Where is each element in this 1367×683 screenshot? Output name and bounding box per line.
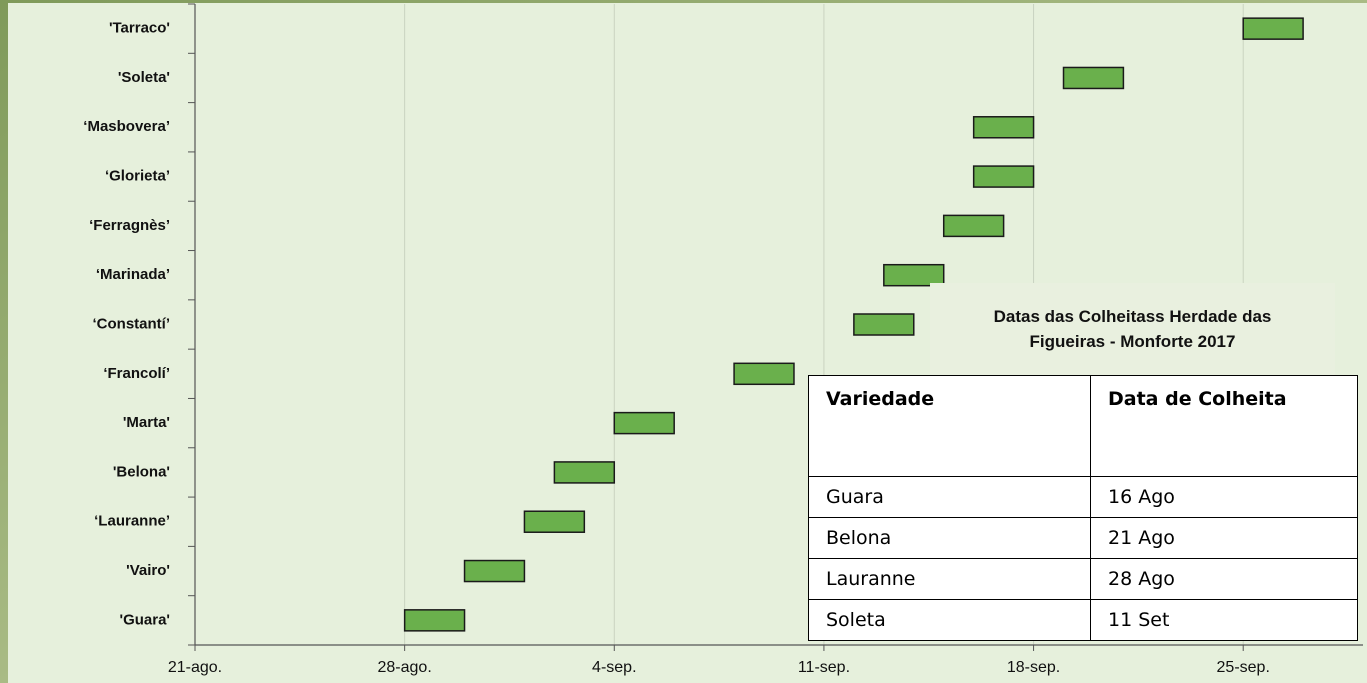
cell: 28 Ago (1090, 558, 1358, 600)
y-tick-label: 'Belona' (113, 463, 170, 480)
y-tick-label: ‘Lauranne’ (94, 513, 170, 530)
cell: Belona (808, 517, 1091, 559)
y-tick-label: 'Soleta' (118, 69, 170, 86)
cell: 16 Ago (1090, 476, 1358, 518)
bar (1062, 66, 1125, 90)
y-tick-label: 'Marta' (123, 414, 170, 431)
y-tick-label: ‘Glorieta’ (105, 168, 170, 185)
cell: 21 Ago (1090, 517, 1358, 559)
cell: Soleta (808, 599, 1091, 641)
x-tick-label: 28-ago. (378, 659, 432, 676)
x-tick-label: 25-sep. (1217, 659, 1270, 676)
y-tick-label: ‘Constantí’ (93, 315, 171, 332)
bar (972, 116, 1035, 139)
bar (733, 362, 795, 386)
y-tick-label: ‘Ferragnès’ (89, 217, 170, 234)
bar (403, 609, 466, 632)
table-title: Datas das Colheitass Herdade das Figueir… (930, 283, 1335, 375)
bar (553, 461, 616, 484)
y-tick-label: ‘Masbovera’ (83, 118, 170, 135)
cell: Guara (808, 476, 1091, 518)
bar (463, 559, 526, 583)
bar (853, 313, 915, 336)
y-tick-label: 'Tarraco' (109, 20, 170, 37)
y-tick-label: ‘Marinada’ (96, 266, 170, 283)
x-tick-label: 11-sep. (798, 659, 850, 676)
bar (972, 165, 1035, 188)
bar (613, 411, 675, 435)
bar (523, 510, 586, 533)
cell: Lauranne (808, 558, 1091, 600)
header-cell: Data de Colheita (1090, 375, 1358, 477)
bar (883, 263, 945, 287)
x-tick-label: 21-ago. (168, 659, 222, 676)
bar (942, 214, 1005, 238)
y-tick-label: 'Guara' (120, 611, 171, 628)
x-tick-label: 4-sep. (592, 659, 636, 676)
x-tick-label: 18-sep. (1007, 659, 1060, 676)
y-tick-label: ‘Francolí’ (103, 365, 170, 382)
harvest-table: Variedade Data de Colheita Guara 16 Ago Be… (808, 375, 1358, 641)
header-cell: Variedade (808, 375, 1091, 477)
y-tick-label: 'Vairo' (126, 562, 170, 579)
cell: 11 Set (1090, 599, 1358, 641)
bar (1242, 17, 1304, 40)
